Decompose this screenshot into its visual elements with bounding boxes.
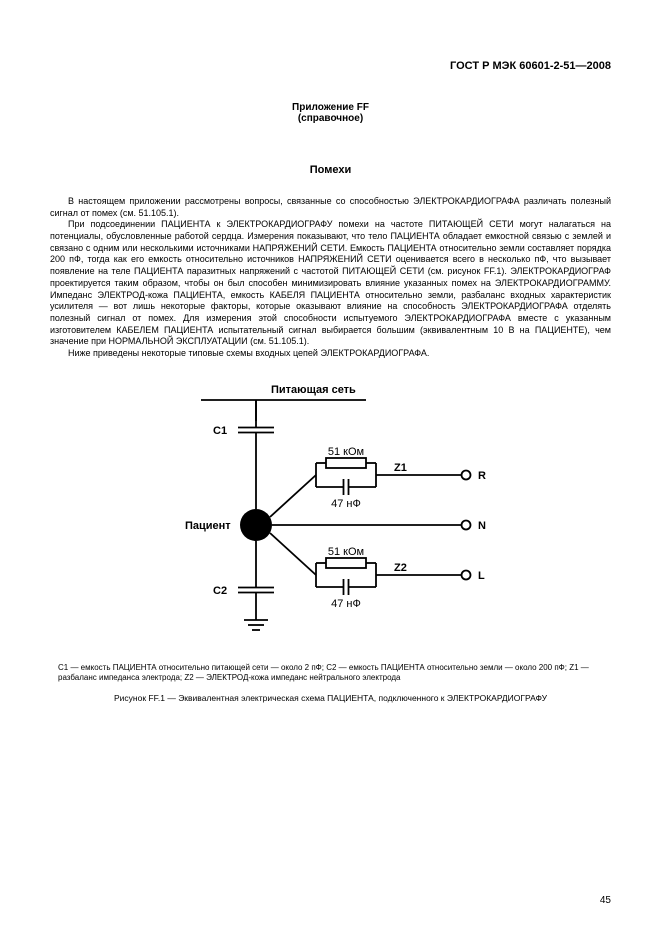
svg-text:51 кОм: 51 кОм (327, 446, 363, 458)
figure-title: Рисунок FF.1 — Эквивалентная электрическ… (50, 693, 611, 703)
circuit-diagram: Питающая сеть C1 Пациент C2 51 кОм 47 нФ Z1 R N 5… (50, 375, 611, 655)
section-title: Помехи (50, 164, 611, 176)
svg-text:L: L (478, 570, 485, 582)
appendix-header: Приложение FF (справочное) (50, 102, 611, 124)
svg-text:C2: C2 (213, 585, 227, 597)
paragraph-3: Ниже приведены некоторые типовые схемы в… (50, 348, 611, 360)
page-number: 45 (600, 895, 611, 906)
svg-text:R: R (478, 470, 486, 482)
svg-text:Питающая сеть: Питающая сеть (271, 384, 356, 396)
svg-text:47 нФ: 47 нФ (331, 598, 361, 610)
figure-caption: С1 — емкость ПАЦИЕНТА относительно питаю… (50, 663, 611, 684)
svg-text:Z2: Z2 (394, 562, 407, 574)
appendix-sub: (справочное) (50, 113, 611, 124)
svg-text:C1: C1 (213, 425, 227, 437)
paragraph-2: При подсоединении ПАЦИЕНТА к ЭЛЕКТРОКАРД… (50, 219, 611, 348)
svg-text:47 нФ: 47 нФ (331, 498, 361, 510)
paragraph-1: В настоящем приложении рассмотрены вопро… (50, 196, 611, 219)
svg-text:Z1: Z1 (394, 462, 407, 474)
svg-text:N: N (478, 520, 486, 532)
svg-text:Пациент: Пациент (185, 520, 231, 532)
appendix-label: Приложение FF (50, 102, 611, 113)
document-code: ГОСТ Р МЭК 60601-2-51—2008 (50, 60, 611, 72)
svg-text:51 кОм: 51 кОм (327, 546, 363, 558)
